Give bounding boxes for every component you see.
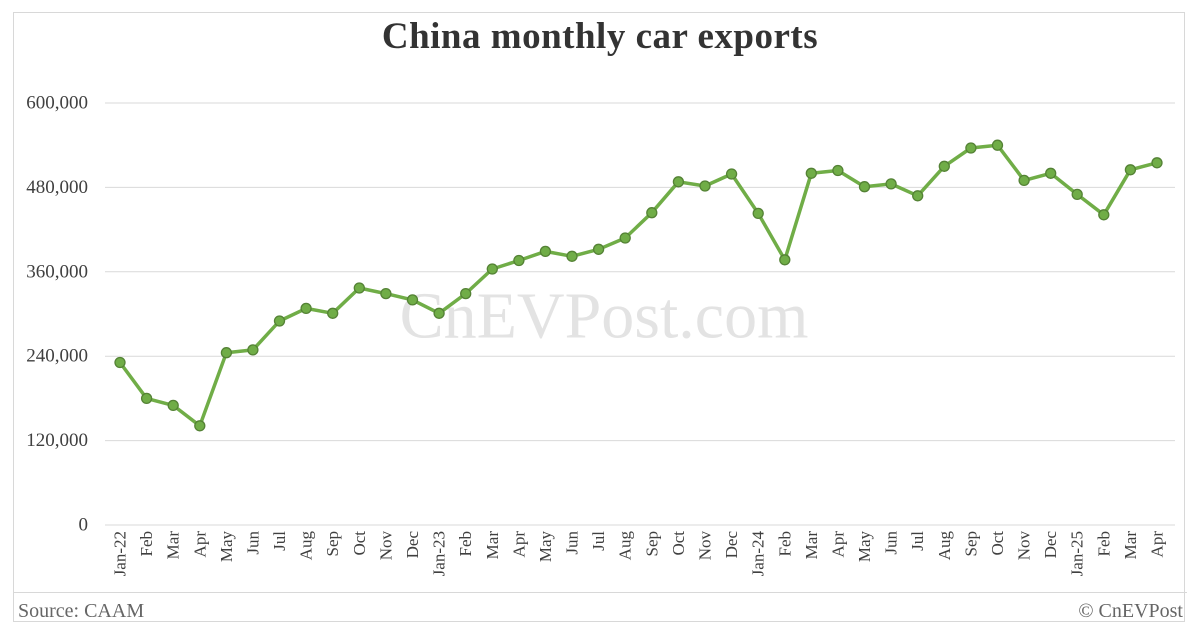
x-axis-tick-label: Apr <box>1148 531 1167 558</box>
data-point-marker <box>1071 188 1083 201</box>
data-point-marker <box>167 399 179 412</box>
x-axis-tick-label: Oct <box>350 531 369 556</box>
data-point-marker <box>885 178 897 190</box>
x-axis-tick-label: Sep <box>323 531 342 557</box>
data-point-marker <box>300 302 312 315</box>
chart-title: China monthly car exports <box>381 16 819 57</box>
x-axis-tick-label: Dec <box>1041 531 1060 559</box>
x-axis-tick-label: Jun <box>243 531 262 555</box>
x-axis-tick-label: Jan-24 <box>749 531 768 577</box>
data-point-marker <box>1098 209 1110 221</box>
copyright-label: © CnEVPost <box>1078 600 1183 622</box>
x-axis-tick-label: May <box>536 531 555 563</box>
x-axis-tick-label: Jun <box>563 531 582 555</box>
data-point-marker <box>965 142 977 154</box>
x-axis-tick-label: Sep <box>642 531 661 557</box>
x-axis-tick-label: Jan-25 <box>1068 531 1087 576</box>
x-axis-tick-label: Apr <box>509 531 528 558</box>
data-point-marker <box>1124 164 1137 176</box>
x-axis-tick-label: Jan-22 <box>111 531 130 576</box>
data-point-marker <box>486 263 498 275</box>
data-point-marker <box>220 347 233 359</box>
x-axis-tick-label: Feb <box>1094 531 1113 557</box>
x-axis-tick-label: Aug <box>935 531 954 561</box>
x-axis-tick-label: Jul <box>908 531 927 551</box>
y-axis-tick-label: 120,000 <box>26 430 88 451</box>
x-axis-tick-label: Mar <box>164 531 183 560</box>
export-line-series <box>118 143 1159 428</box>
x-axis-tick-label: Apr <box>828 531 847 558</box>
y-axis-tick-label: 600,000 <box>26 93 88 114</box>
x-axis-tick-label: Nov <box>1015 531 1034 561</box>
data-point-marker <box>1018 174 1030 187</box>
x-axis-tick-label: Dec <box>403 531 422 559</box>
data-point-marker <box>327 307 339 319</box>
x-axis-tick-label: Mar <box>483 531 502 560</box>
x-axis-tick-label: May <box>217 531 236 563</box>
data-point-marker <box>247 344 259 356</box>
data-point-marker <box>991 139 1004 151</box>
y-axis-tick-label: 240,000 <box>26 346 88 367</box>
data-point-marker <box>406 294 419 306</box>
y-axis-tick-label: 480,000 <box>26 177 88 198</box>
data-point-marker <box>460 287 472 300</box>
data-point-marker <box>1045 167 1057 179</box>
data-point-marker <box>938 160 950 172</box>
data-point-marker <box>140 392 153 405</box>
data-point-marker <box>672 176 685 188</box>
data-point-marker <box>273 315 286 327</box>
x-axis-tick-label: Jan-23 <box>430 531 449 576</box>
x-axis-tick-label: Oct <box>669 531 688 556</box>
x-axis-tick-label: Aug <box>297 531 316 561</box>
data-point-marker <box>699 180 711 192</box>
data-point-marker <box>912 190 924 202</box>
x-axis-tick-label: Mar <box>802 531 821 560</box>
data-point-marker <box>805 167 817 179</box>
data-point-marker <box>725 168 738 180</box>
data-point-marker <box>592 243 605 255</box>
data-point-marker <box>646 207 658 219</box>
data-point-marker <box>114 356 126 369</box>
data-point-marker <box>858 181 871 193</box>
data-point-marker <box>1151 157 1163 169</box>
x-axis-tick-label: Feb <box>775 531 794 557</box>
data-point-marker <box>619 232 631 244</box>
x-axis-tick-label: Sep <box>961 531 980 557</box>
x-axis-tick-label: Dec <box>722 531 741 559</box>
x-axis-tick-label: Oct <box>988 531 1007 556</box>
source-label: Source: CAAM <box>18 600 145 622</box>
x-axis-tick-label: Nov <box>695 531 714 561</box>
y-axis-tick-label: 360,000 <box>26 261 88 282</box>
x-axis-tick-label: Jun <box>882 531 901 555</box>
x-axis-tick-label: Feb <box>456 531 475 557</box>
x-axis-tick-label: Mar <box>1121 531 1140 560</box>
data-point-marker <box>194 420 206 432</box>
x-axis-tick-label: Aug <box>616 531 635 561</box>
x-axis-tick-label: Jul <box>589 531 608 551</box>
data-point-marker <box>353 282 365 294</box>
y-axis-tick-label: 0 <box>79 515 89 536</box>
footer-divider <box>13 592 1187 593</box>
data-point-marker <box>433 307 445 319</box>
data-point-marker <box>539 245 552 258</box>
data-point-marker <box>380 287 392 300</box>
x-axis-tick-label: May <box>855 531 874 563</box>
data-point-marker <box>779 254 791 266</box>
data-point-marker <box>566 250 578 262</box>
x-axis-tick-label: Feb <box>137 531 156 557</box>
x-axis-tick-label: Jul <box>270 531 289 551</box>
x-axis-tick-label: Apr <box>190 531 209 558</box>
data-point-marker <box>513 254 525 267</box>
watermark: CnEVPost.com <box>400 280 809 353</box>
data-point-marker <box>832 164 844 177</box>
data-point-marker <box>752 207 764 220</box>
x-axis-tick-label: Nov <box>376 531 395 561</box>
